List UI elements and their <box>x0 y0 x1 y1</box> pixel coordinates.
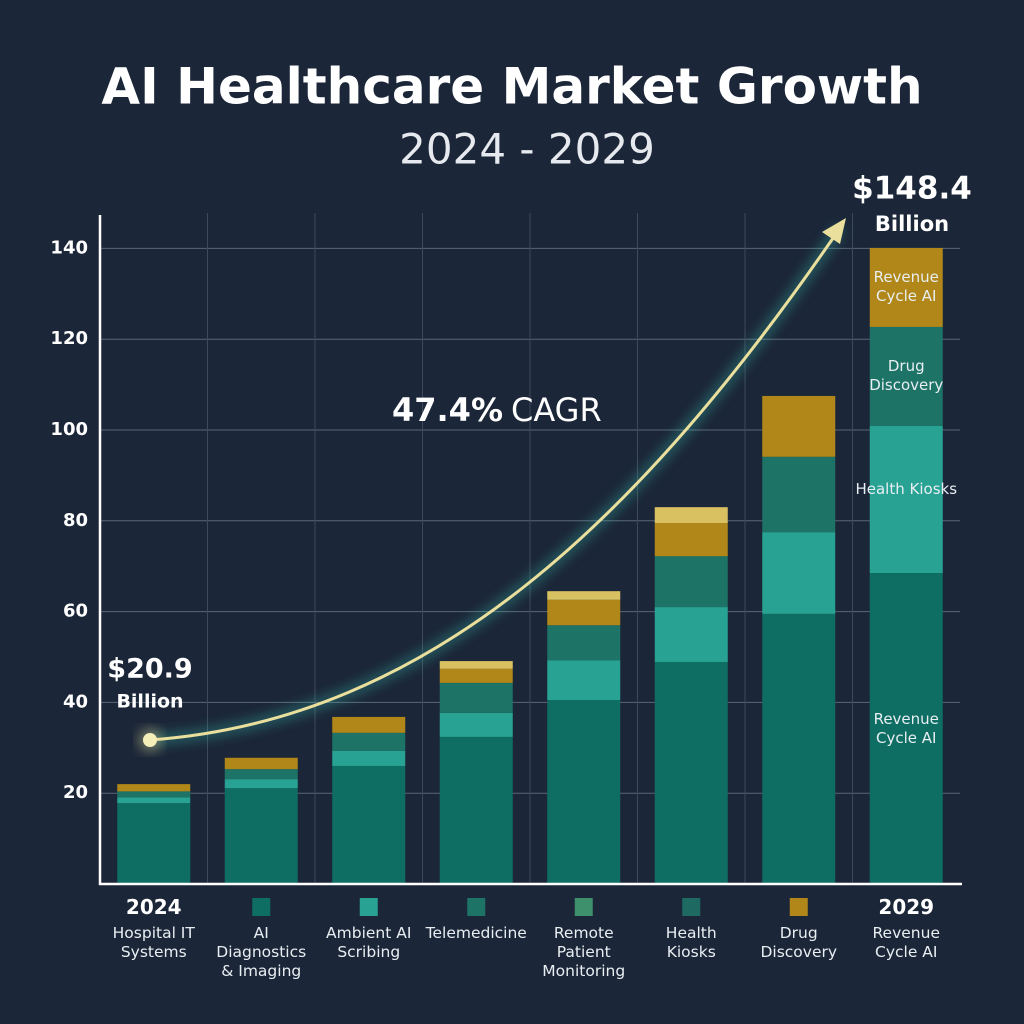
y-tick-label: 120 <box>50 328 88 349</box>
bar-segment <box>224 757 298 770</box>
bar-segment <box>117 791 191 798</box>
bar-segment <box>869 247 943 327</box>
start-dot <box>143 733 157 747</box>
trend-arrow <box>149 227 842 742</box>
y-tick-label: 20 <box>63 782 88 803</box>
bar-segment <box>869 425 943 574</box>
bar-segment <box>654 661 728 884</box>
bar-segment <box>332 765 406 884</box>
legend-label: Ambient AI Scribing <box>326 924 412 961</box>
bar-segment <box>654 607 728 662</box>
bar-segment <box>224 779 298 789</box>
bar-segment <box>547 660 621 701</box>
chart-title: AI Healthcare Market Growth <box>101 58 922 116</box>
start-unit: Billion <box>116 691 183 713</box>
bar-segment <box>117 797 191 804</box>
bar-segment <box>439 668 513 683</box>
legend-label: Telemedicine <box>425 924 527 942</box>
legend-swatch <box>252 898 271 916</box>
y-tick-label: 100 <box>50 419 88 440</box>
legend-swatch <box>789 898 808 916</box>
y-tick-label: 140 <box>50 237 88 258</box>
bar-segment <box>547 700 621 884</box>
bar-segment <box>869 573 943 884</box>
x-tick-label: 2029 <box>878 895 935 919</box>
bar-segment <box>547 625 621 661</box>
bar-segment <box>869 326 943 426</box>
legend-label: Health Kiosks <box>665 924 717 961</box>
end-value: $148.4 <box>852 171 972 207</box>
bar-segment <box>762 532 836 614</box>
bar-segment <box>332 732 406 751</box>
bar-segment <box>439 736 513 884</box>
legend-label: Drug Discovery <box>760 924 838 961</box>
cagr-value: 47.4% <box>392 391 503 429</box>
legend-swatch <box>467 898 486 916</box>
bar-segment <box>439 712 513 737</box>
y-tick-label: 60 <box>63 601 88 622</box>
segment-label: Revenue Cycle AI <box>873 709 939 747</box>
legend-label: Revenue Cycle AI <box>872 924 940 961</box>
legend-label: Hospital IT Systems <box>112 924 195 961</box>
start-value: $20.9 <box>107 654 192 685</box>
bar-segment <box>762 456 836 533</box>
y-tick-label: 80 <box>63 510 88 531</box>
end-unit: Billion <box>875 212 949 236</box>
arrow-head <box>822 218 846 244</box>
bar-segment <box>117 803 191 884</box>
segment-label: Drug Discovery <box>869 357 944 395</box>
legend-label: Remote Patient Monitoring <box>542 924 626 980</box>
bar-segment <box>332 750 406 766</box>
bar-segment <box>654 507 728 524</box>
y-tick-label: 40 <box>63 691 88 712</box>
bar-segment <box>439 661 513 669</box>
bar-segment <box>332 716 406 733</box>
bar-segment <box>547 591 621 600</box>
bar-segment <box>654 523 728 557</box>
segment-label: Revenue Cycle AI <box>873 268 939 306</box>
legend-label: AI Diagnostics & Imaging <box>216 924 307 980</box>
legend-swatch <box>682 898 701 916</box>
legend-swatch <box>359 898 378 916</box>
legend-swatch <box>574 898 593 916</box>
chart-subtitle: 2024 - 2029 <box>399 125 655 174</box>
bar-segment <box>762 395 836 457</box>
x-tick-label: 2024 <box>125 895 182 919</box>
bar-segment <box>439 682 513 713</box>
cagr-label: CAGR <box>511 391 602 429</box>
bar-segment <box>547 599 621 626</box>
bar-segment <box>224 788 298 884</box>
bar-segment <box>762 613 836 884</box>
segment-label: Health Kiosks <box>855 480 958 499</box>
bar-segment <box>654 556 728 608</box>
bar-segment <box>117 784 191 792</box>
bar-segment <box>224 769 298 780</box>
